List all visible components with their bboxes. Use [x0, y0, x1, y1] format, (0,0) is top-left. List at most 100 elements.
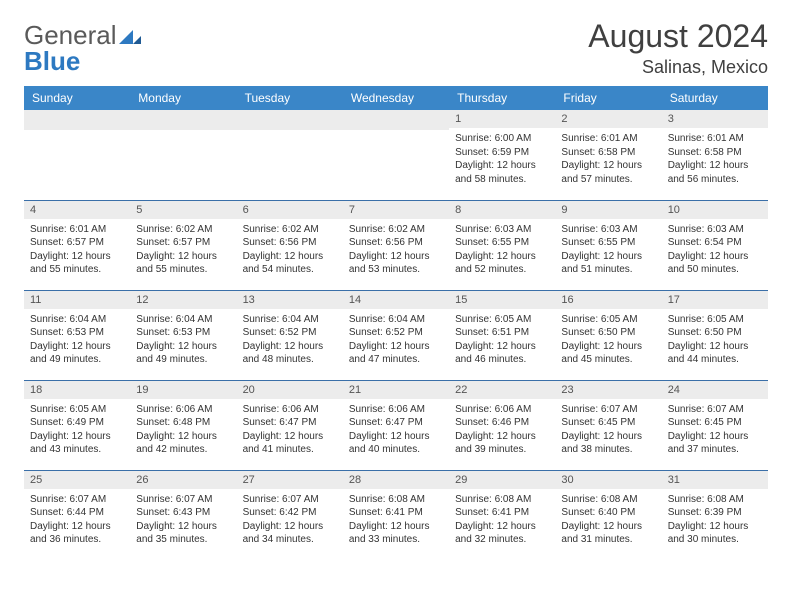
- daylight-text: Daylight: 12 hours and 32 minutes.: [455, 520, 549, 547]
- daylight-text: Daylight: 12 hours and 52 minutes.: [455, 250, 549, 277]
- sunset-text: Sunset: 6:50 PM: [668, 326, 762, 340]
- sunrise-text: Sunrise: 6:04 AM: [30, 313, 124, 327]
- day-info: Sunrise: 6:08 AMSunset: 6:41 PMDaylight:…: [343, 489, 449, 553]
- day-info: Sunrise: 6:06 AMSunset: 6:48 PMDaylight:…: [130, 399, 236, 463]
- sunset-text: Sunset: 6:41 PM: [349, 506, 443, 520]
- calendar-cell: 20Sunrise: 6:06 AMSunset: 6:47 PMDayligh…: [237, 380, 343, 470]
- calendar-cell: 19Sunrise: 6:06 AMSunset: 6:48 PMDayligh…: [130, 380, 236, 470]
- daylight-text: Daylight: 12 hours and 53 minutes.: [349, 250, 443, 277]
- day-number: 9: [555, 201, 661, 219]
- day-number: 31: [662, 471, 768, 489]
- day-info: Sunrise: 6:07 AMSunset: 6:45 PMDaylight:…: [555, 399, 661, 463]
- calendar-cell: 9Sunrise: 6:03 AMSunset: 6:55 PMDaylight…: [555, 200, 661, 290]
- sunset-text: Sunset: 6:47 PM: [243, 416, 337, 430]
- sunset-text: Sunset: 6:46 PM: [455, 416, 549, 430]
- sunset-text: Sunset: 6:42 PM: [243, 506, 337, 520]
- logo-icon: [119, 20, 141, 50]
- sunset-text: Sunset: 6:48 PM: [136, 416, 230, 430]
- sunrise-text: Sunrise: 6:08 AM: [349, 493, 443, 507]
- calendar-cell: 27Sunrise: 6:07 AMSunset: 6:42 PMDayligh…: [237, 470, 343, 560]
- day-number: 16: [555, 291, 661, 309]
- calendar-cell: 23Sunrise: 6:07 AMSunset: 6:45 PMDayligh…: [555, 380, 661, 470]
- calendar-cell: 12Sunrise: 6:04 AMSunset: 6:53 PMDayligh…: [130, 290, 236, 380]
- day-number: 18: [24, 381, 130, 399]
- day-info: Sunrise: 6:02 AMSunset: 6:56 PMDaylight:…: [343, 219, 449, 283]
- day-number: 11: [24, 291, 130, 309]
- sunrise-text: Sunrise: 6:08 AM: [561, 493, 655, 507]
- sunset-text: Sunset: 6:52 PM: [349, 326, 443, 340]
- day-info: Sunrise: 6:03 AMSunset: 6:55 PMDaylight:…: [449, 219, 555, 283]
- calendar-row: 11Sunrise: 6:04 AMSunset: 6:53 PMDayligh…: [24, 290, 768, 380]
- day-info: Sunrise: 6:06 AMSunset: 6:46 PMDaylight:…: [449, 399, 555, 463]
- day-info: Sunrise: 6:02 AMSunset: 6:56 PMDaylight:…: [237, 219, 343, 283]
- title-block: August 2024 Salinas, Mexico: [588, 18, 768, 78]
- daylight-text: Daylight: 12 hours and 43 minutes.: [30, 430, 124, 457]
- calendar-cell: 1Sunrise: 6:00 AMSunset: 6:59 PMDaylight…: [449, 110, 555, 200]
- sunrise-text: Sunrise: 6:08 AM: [668, 493, 762, 507]
- calendar-cell: 21Sunrise: 6:06 AMSunset: 6:47 PMDayligh…: [343, 380, 449, 470]
- empty-day-bar: [24, 110, 130, 130]
- day-number: 19: [130, 381, 236, 399]
- daylight-text: Daylight: 12 hours and 35 minutes.: [136, 520, 230, 547]
- daylight-text: Daylight: 12 hours and 49 minutes.: [136, 340, 230, 367]
- calendar-body: 1Sunrise: 6:00 AMSunset: 6:59 PMDaylight…: [24, 110, 768, 560]
- sunrise-text: Sunrise: 6:02 AM: [136, 223, 230, 237]
- daylight-text: Daylight: 12 hours and 48 minutes.: [243, 340, 337, 367]
- calendar-cell: 16Sunrise: 6:05 AMSunset: 6:50 PMDayligh…: [555, 290, 661, 380]
- daylight-text: Daylight: 12 hours and 58 minutes.: [455, 159, 549, 186]
- day-info: Sunrise: 6:03 AMSunset: 6:55 PMDaylight:…: [555, 219, 661, 283]
- day-info: Sunrise: 6:05 AMSunset: 6:51 PMDaylight:…: [449, 309, 555, 373]
- calendar-cell: 11Sunrise: 6:04 AMSunset: 6:53 PMDayligh…: [24, 290, 130, 380]
- day-number: 21: [343, 381, 449, 399]
- day-number: 24: [662, 381, 768, 399]
- sunrise-text: Sunrise: 6:06 AM: [136, 403, 230, 417]
- calendar-row: 25Sunrise: 6:07 AMSunset: 6:44 PMDayligh…: [24, 470, 768, 560]
- day-number: 27: [237, 471, 343, 489]
- day-number: 10: [662, 201, 768, 219]
- day-number: 30: [555, 471, 661, 489]
- sunset-text: Sunset: 6:57 PM: [30, 236, 124, 250]
- calendar-cell: 13Sunrise: 6:04 AMSunset: 6:52 PMDayligh…: [237, 290, 343, 380]
- sunrise-text: Sunrise: 6:02 AM: [349, 223, 443, 237]
- sunrise-text: Sunrise: 6:06 AM: [349, 403, 443, 417]
- sunrise-text: Sunrise: 6:04 AM: [243, 313, 337, 327]
- dayname-wed: Wednesday: [343, 86, 449, 110]
- daylight-text: Daylight: 12 hours and 55 minutes.: [136, 250, 230, 277]
- sunrise-text: Sunrise: 6:04 AM: [349, 313, 443, 327]
- day-info: Sunrise: 6:01 AMSunset: 6:58 PMDaylight:…: [662, 128, 768, 192]
- logo-word-2: Blue: [24, 46, 80, 76]
- day-info: Sunrise: 6:04 AMSunset: 6:52 PMDaylight:…: [237, 309, 343, 373]
- day-number: 28: [343, 471, 449, 489]
- dayname-fri: Friday: [555, 86, 661, 110]
- sunrise-text: Sunrise: 6:07 AM: [668, 403, 762, 417]
- day-info: Sunrise: 6:07 AMSunset: 6:45 PMDaylight:…: [662, 399, 768, 463]
- sunset-text: Sunset: 6:41 PM: [455, 506, 549, 520]
- calendar-cell: 2Sunrise: 6:01 AMSunset: 6:58 PMDaylight…: [555, 110, 661, 200]
- day-info: Sunrise: 6:04 AMSunset: 6:53 PMDaylight:…: [130, 309, 236, 373]
- sunrise-text: Sunrise: 6:06 AM: [243, 403, 337, 417]
- daylight-text: Daylight: 12 hours and 41 minutes.: [243, 430, 337, 457]
- calendar-cell: 26Sunrise: 6:07 AMSunset: 6:43 PMDayligh…: [130, 470, 236, 560]
- daylight-text: Daylight: 12 hours and 44 minutes.: [668, 340, 762, 367]
- logo-text: General Blue: [24, 22, 141, 74]
- day-info: Sunrise: 6:08 AMSunset: 6:40 PMDaylight:…: [555, 489, 661, 553]
- day-info: Sunrise: 6:00 AMSunset: 6:59 PMDaylight:…: [449, 128, 555, 192]
- sunset-text: Sunset: 6:55 PM: [455, 236, 549, 250]
- daylight-text: Daylight: 12 hours and 56 minutes.: [668, 159, 762, 186]
- empty-day-bar: [130, 110, 236, 130]
- sunset-text: Sunset: 6:50 PM: [561, 326, 655, 340]
- sunrise-text: Sunrise: 6:01 AM: [561, 132, 655, 146]
- calendar-cell: [343, 110, 449, 200]
- sunset-text: Sunset: 6:52 PM: [243, 326, 337, 340]
- daylight-text: Daylight: 12 hours and 34 minutes.: [243, 520, 337, 547]
- location: Salinas, Mexico: [588, 57, 768, 78]
- daylight-text: Daylight: 12 hours and 38 minutes.: [561, 430, 655, 457]
- sunrise-text: Sunrise: 6:05 AM: [561, 313, 655, 327]
- calendar-cell: 15Sunrise: 6:05 AMSunset: 6:51 PMDayligh…: [449, 290, 555, 380]
- calendar-row: 18Sunrise: 6:05 AMSunset: 6:49 PMDayligh…: [24, 380, 768, 470]
- calendar-cell: 31Sunrise: 6:08 AMSunset: 6:39 PMDayligh…: [662, 470, 768, 560]
- calendar-cell: [237, 110, 343, 200]
- month-title: August 2024: [588, 18, 768, 55]
- daylight-text: Daylight: 12 hours and 37 minutes.: [668, 430, 762, 457]
- sunrise-text: Sunrise: 6:04 AM: [136, 313, 230, 327]
